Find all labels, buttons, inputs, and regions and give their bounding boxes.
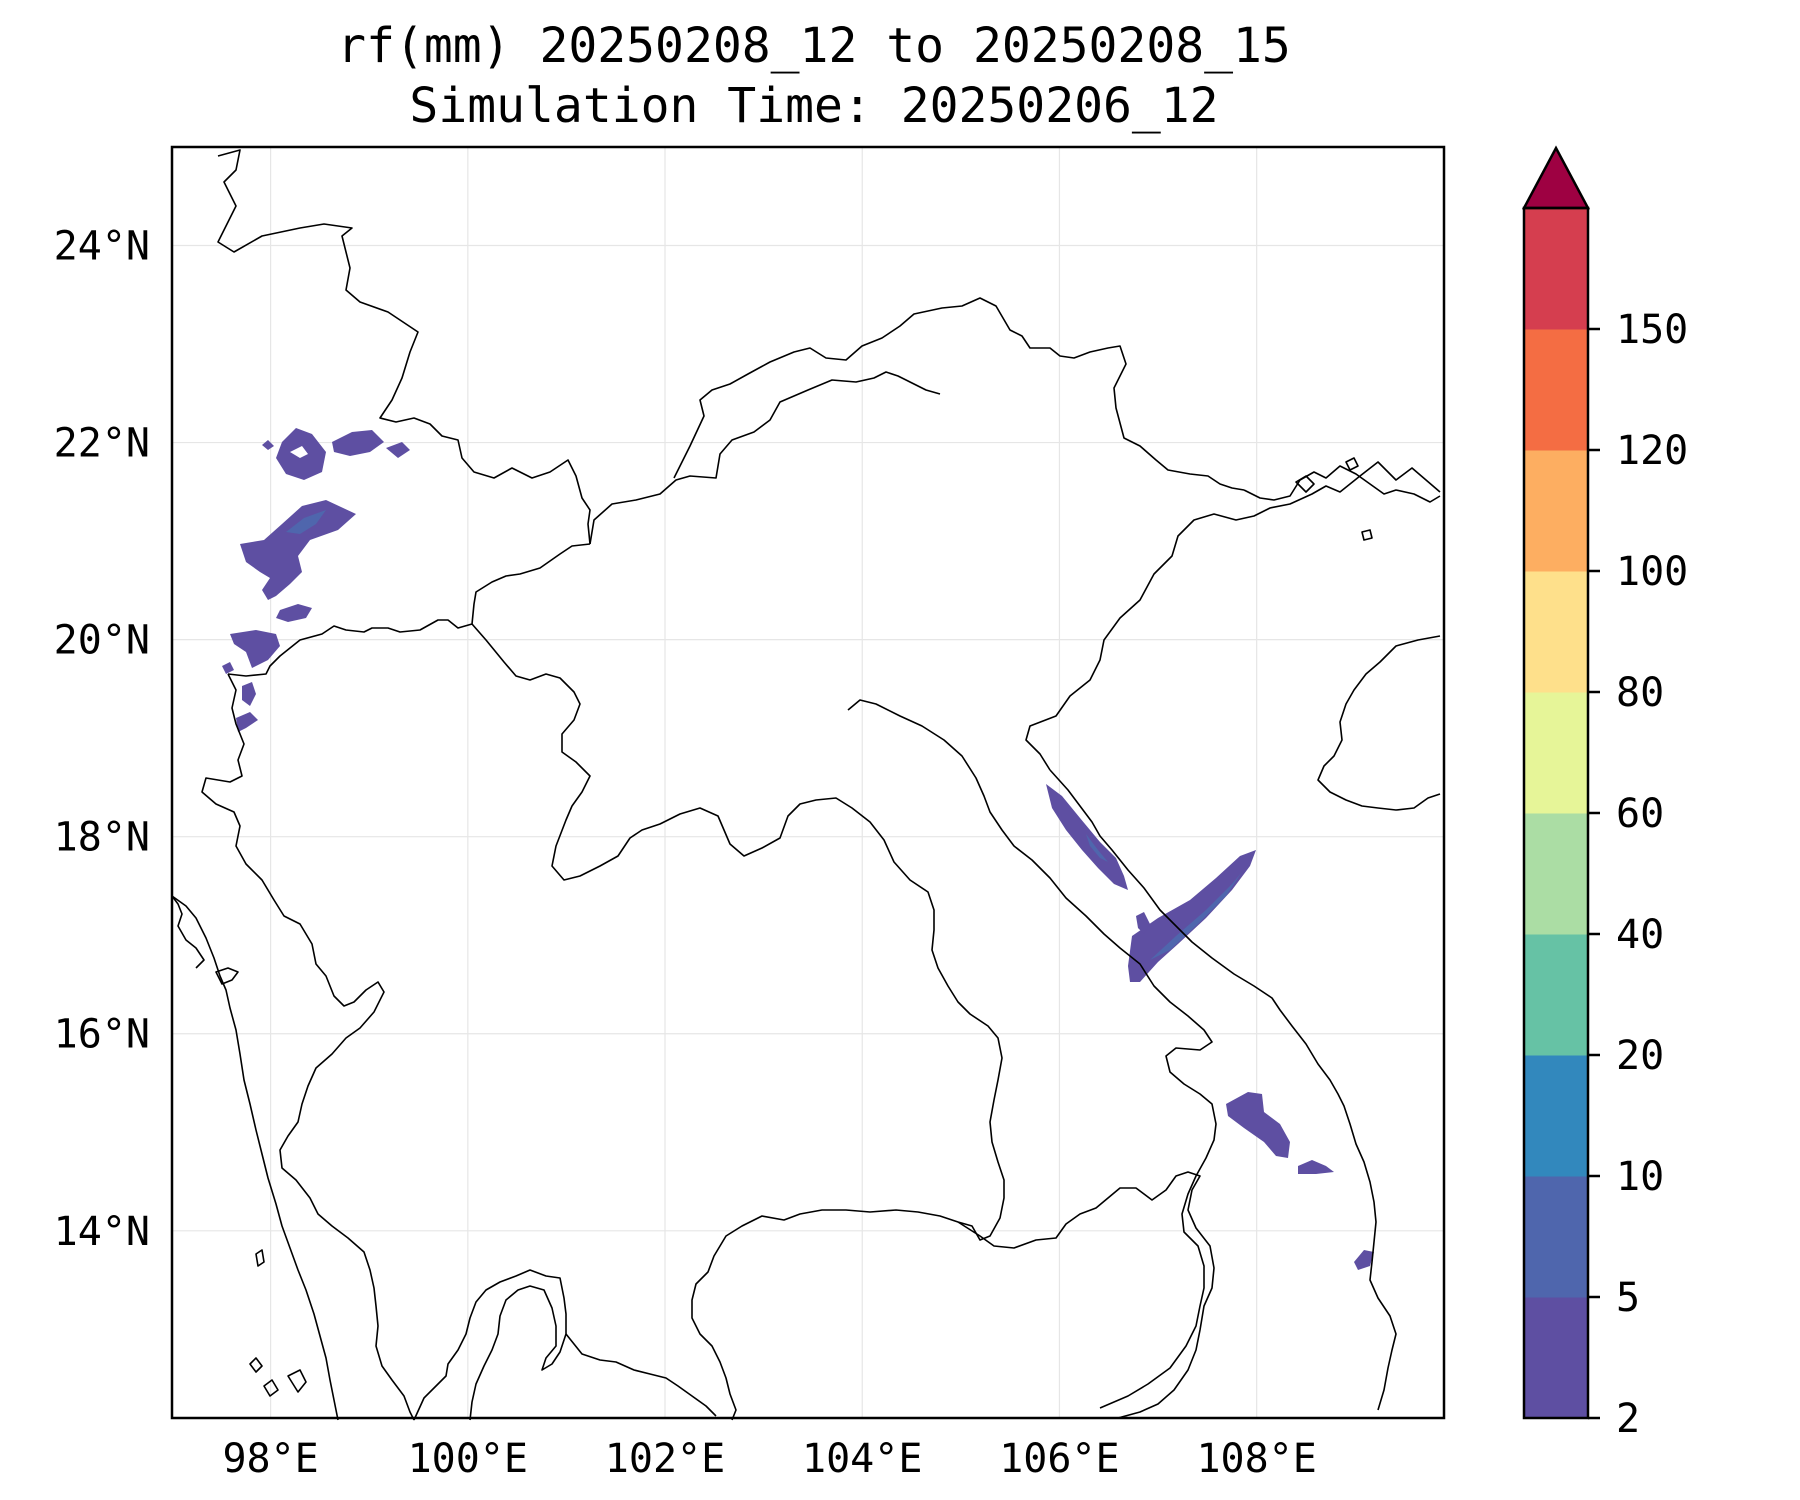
map-axes: 98°E 100°E 102°E 104°E 106°E 108°E 14°N 16°N 18°… [54,145,1446,1482]
y-tick-label: 22°N [54,421,150,467]
colorbar-segment [1524,208,1588,330]
rain-area-shan-south [230,630,280,668]
colorbar: 2 5 10 20 40 60 80 100 120 150 [1521,145,1688,1442]
rain-area-shan-central-2 [276,604,312,622]
colorbar-tick-label: 2 [1616,1396,1640,1442]
rain-area-shan-central [240,500,356,600]
x-tick-label: 108°E [1196,1436,1316,1482]
rain-area-vietnam-central-b [1128,850,1256,982]
rain-area-central-highlands-2 [1298,1160,1334,1174]
colorbar-segment [1524,450,1588,572]
rain-area-shan-south-2 [222,662,234,674]
rain-area-shan-south-4 [236,712,258,732]
colorbar-tick-label: 40 [1616,912,1664,958]
y-tick-label: 16°N [54,1012,150,1058]
rain-area-coast-south [1354,1250,1374,1270]
colorbar-tick-label: 120 [1616,428,1688,474]
x-tick-label: 102°E [605,1436,725,1482]
rain-area-central-highlands [1226,1092,1290,1158]
rain-core-shan [286,510,326,534]
colorbar-segment [1524,1055,1588,1177]
y-tick-label: 20°N [54,618,150,664]
colorbar-tick-label: 150 [1616,307,1688,353]
colorbar-tick-label: 60 [1616,791,1664,837]
colorbar-segment [1524,329,1588,451]
colorbar-segment [1524,934,1588,1056]
map-title-line1: rf(mm) 20250208_12 to 20250208_15 [337,18,1291,74]
colorbar-extend-arrow [1521,145,1591,210]
colorbar-segment [1524,1176,1588,1298]
colorbar-tick-label: 20 [1616,1033,1664,1079]
y-tick-label: 24°N [54,224,150,270]
colorbar-segment [1524,571,1588,693]
rain-area-vietnam-central-c [1136,912,1150,934]
colorbar-segment [1524,813,1588,935]
colorbar-tick-label: 5 [1616,1275,1640,1321]
map-title-line2: Simulation Time: 20250206_12 [409,78,1219,134]
rain-area-small-dot [262,440,274,450]
y-tick-label: 14°N [54,1209,150,1255]
rain-area-shan-north [276,428,326,480]
x-tick-label: 104°E [802,1436,922,1482]
country-borders-coastlines [171,149,1441,1421]
rainfall-contours-medium [286,510,1242,960]
rain-area-shan-north-3 [386,442,410,458]
colorbar-segment [1524,1297,1588,1419]
x-tick-label: 106°E [999,1436,1119,1482]
colorbar-segment [1524,692,1588,814]
rain-area-shan-north-2 [332,430,384,456]
map-frame [170,145,1446,1420]
x-tick-label: 100°E [408,1436,528,1482]
colorbar-tick-label: 80 [1616,670,1664,716]
colorbar-tick-label: 10 [1616,1154,1664,1200]
rain-area-shan-south-3 [242,682,256,706]
y-tick-label: 18°N [54,815,150,861]
rainfall-contours [222,428,1374,1270]
map-gridlines [172,147,1444,1418]
x-tick-label: 98°E [222,1436,318,1482]
colorbar-tick-label: 100 [1616,549,1688,595]
